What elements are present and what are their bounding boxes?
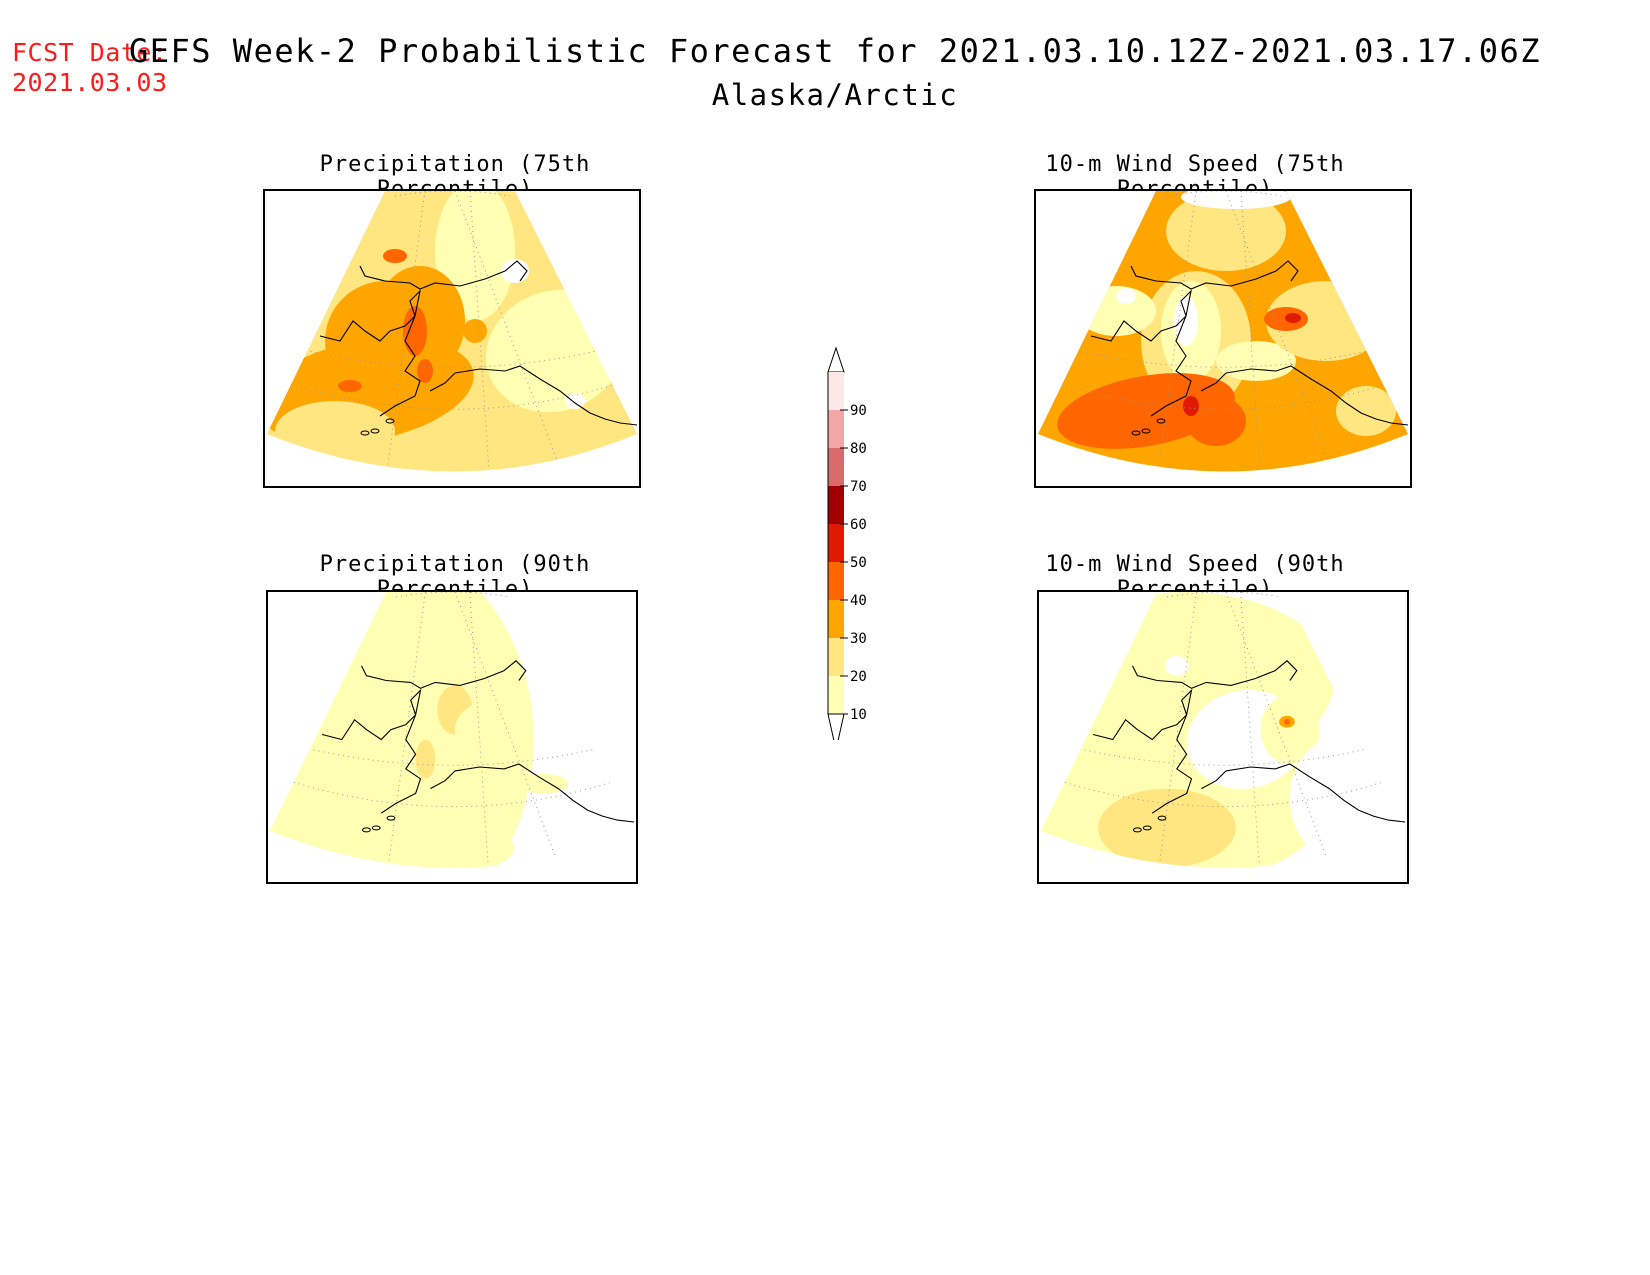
colorbar-swatch: [828, 410, 844, 448]
colorbar-swatch: [828, 448, 844, 486]
map-precip75-graticule: [267, 191, 637, 472]
forecast-date: FCST Date: 2021.03.03: [12, 38, 168, 98]
map-wind75-graticule: [1038, 191, 1408, 472]
colorbar-tick-label: 10: [850, 707, 867, 723]
map-wind90-island: [1132, 827, 1142, 833]
map-wind75: [1038, 191, 1409, 472]
map-wind90-island: [1157, 815, 1167, 821]
colorbar-upper-cap: [827, 346, 845, 373]
colorbar-tick-label: 90: [850, 403, 867, 419]
colorbar-swatch: [828, 638, 844, 676]
map-wind90-island: [1142, 825, 1152, 831]
map-precip90-graticule: [270, 592, 634, 868]
map-panel-precip75: [263, 189, 641, 488]
map-precip75-island: [370, 428, 380, 434]
colorbar-swatch: [828, 600, 844, 638]
map-wind75-island: [1131, 430, 1141, 436]
map-panel-wind90: [1037, 590, 1409, 884]
map-wind75-island: [1141, 428, 1151, 434]
map-wind75-island: [1156, 418, 1166, 424]
map-precip75-island: [385, 418, 395, 424]
colorbar-swatch: [828, 372, 844, 410]
map-precip90-island: [386, 815, 396, 821]
colorbar-tick-label: 50: [850, 555, 867, 571]
map-precip90-island: [371, 825, 381, 831]
map-precip75-island: [360, 430, 370, 436]
colorbar-tick-label: 70: [850, 479, 867, 495]
colorbar-tick-label: 20: [850, 669, 867, 685]
colorbar-swatch: [828, 486, 844, 524]
map-wind75-probability-fill: [1038, 191, 1408, 472]
colorbar-lower-cap: [827, 713, 845, 740]
map-wind90-probability-fill: [1041, 592, 1379, 868]
colorbar-tick-label: 60: [850, 517, 867, 533]
colorbar: 10 20 30 40 50 60 70 80 90: [827, 346, 867, 740]
map-wind90: [1041, 592, 1406, 868]
map-precip90-island: [361, 827, 371, 833]
map-precip75: [267, 191, 638, 472]
forecast-date-label: FCST Date:: [12, 38, 168, 67]
map-precip90-coastline: [321, 660, 635, 823]
forecast-date-value: 2021.03.03: [12, 68, 168, 97]
colorbar-swatch: [828, 676, 844, 714]
colorbar-swatch: [828, 562, 844, 600]
map-precip75-coastline: [319, 260, 638, 426]
map-precip90-probability-fill: [270, 592, 569, 868]
map-panel-wind75: [1034, 189, 1412, 488]
map-wind90-coastline: [1092, 660, 1406, 823]
colorbar-tick-label: 80: [850, 441, 867, 457]
map-wind75-coastline: [1090, 260, 1409, 426]
colorbar-tick-label: 30: [850, 631, 867, 647]
map-precip90: [270, 592, 635, 868]
map-precip75-probability-fill: [267, 191, 637, 472]
map-panel-precip90: [266, 590, 638, 884]
colorbar-swatch: [828, 524, 844, 562]
page-title: GEFS Week-2 Probabilistic Forecast for 2…: [128, 32, 1542, 70]
colorbar-tick-label: 40: [850, 593, 867, 609]
map-wind90-graticule: [1041, 592, 1405, 868]
region-subtitle: Alaska/Arctic: [711, 78, 959, 112]
